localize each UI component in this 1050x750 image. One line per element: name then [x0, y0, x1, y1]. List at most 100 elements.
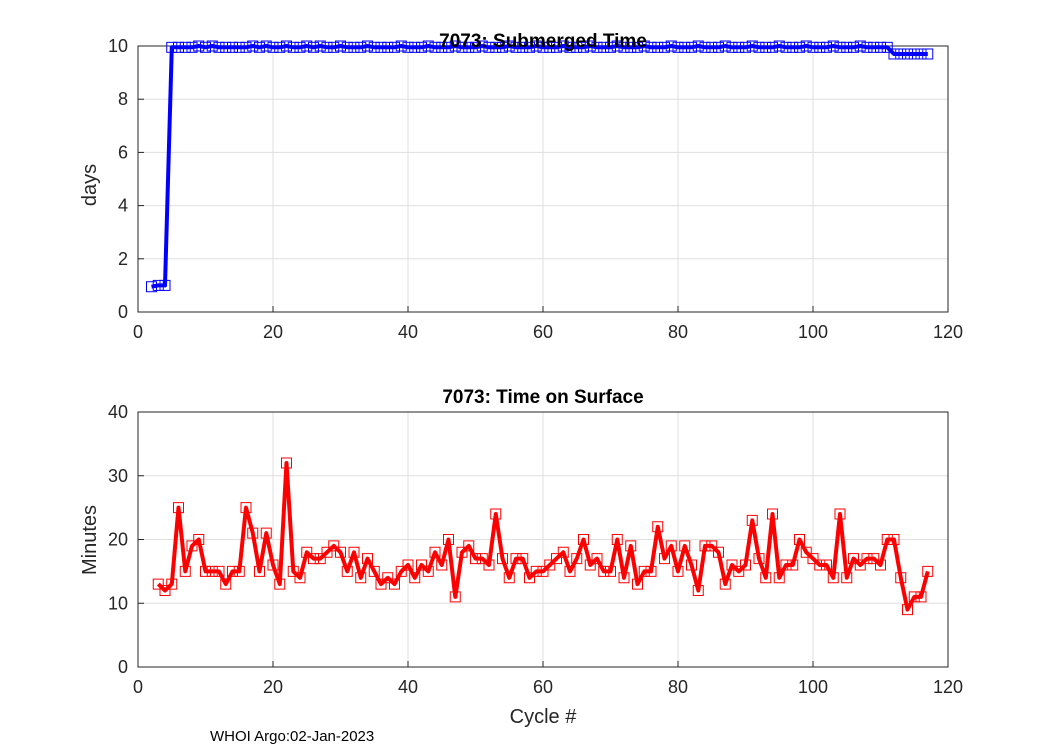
time-on-surface-data-point: [645, 565, 657, 577]
time-on-surface-data-point: [416, 559, 427, 571]
time-on-surface-data-point: [719, 578, 731, 590]
time-on-surface-data-point: [564, 565, 576, 577]
submerged-time-data-point: [780, 41, 792, 53]
submerged-time-data-point: [200, 41, 211, 53]
submerged-time-data-point: [888, 48, 900, 60]
submerged-time-data-point: [483, 41, 495, 53]
time-on-surface-xlabel: Cycle #: [510, 706, 578, 728]
time-on-surface-data-point: [902, 604, 913, 616]
time-on-surface-data-point: [895, 572, 907, 584]
time-on-surface-data-point: [780, 559, 792, 571]
time-on-surface-data-point: [915, 591, 927, 603]
submerged-time-data-point: [645, 41, 657, 53]
time-on-surface-data-point: [233, 565, 245, 577]
submerged-time-data-point: [362, 40, 373, 52]
submerged-time-xtick-label: 120: [933, 322, 963, 342]
submerged-time-data-point: [321, 41, 333, 53]
time-on-surface-data-point: [605, 565, 616, 577]
time-on-surface-data-point: [402, 559, 414, 571]
submerged-time-data-point: [166, 41, 178, 53]
submerged-time-data-point: [618, 41, 630, 53]
submerged-time-data-point: [679, 41, 691, 53]
time-on-surface-data-point: [449, 591, 461, 603]
time-on-surface-data-point: [220, 578, 232, 590]
submerged-time-data-point: [294, 41, 306, 53]
submerged-time-data-point: [841, 41, 853, 53]
submerged-time-data-point: [227, 41, 238, 53]
time-on-surface-data-point: [166, 578, 178, 590]
time-on-surface-data-point: [922, 565, 934, 577]
time-on-surface-xtick-label: 100: [798, 677, 828, 697]
time-on-surface-data-point: [746, 514, 758, 526]
time-on-surface-data-point: [753, 553, 765, 565]
time-on-surface-ytick-label: 20: [108, 530, 128, 550]
time-on-surface-data-point: [861, 553, 873, 565]
submerged-time-data-point: [598, 41, 610, 53]
time-on-surface-plot: 0 20 40 60 80 100 120 0 10 20 30 40 7073: Time on S…: [79, 387, 963, 728]
time-on-surface-data-point: [652, 521, 664, 533]
time-on-surface-data-point: [557, 546, 569, 558]
submerged-time-data-point: [557, 40, 569, 52]
submerged-time-data-point: [848, 41, 859, 53]
submerged-time-title: 7073: Submerged Time: [439, 31, 647, 52]
submerged-time-data-point: [146, 281, 157, 293]
submerged-time-xtick-label: 80: [668, 322, 688, 342]
time-on-surface-data-point: [260, 527, 272, 539]
time-on-surface-data-point: [821, 559, 832, 571]
time-on-surface-data-point: [692, 585, 704, 596]
submerged-time-data-point: [746, 40, 758, 52]
time-on-surface-ylabel: Minutes: [79, 505, 101, 575]
submerged-time-data-point: [301, 40, 313, 52]
submerged-time-data-point: [159, 279, 171, 291]
time-on-surface-title: 7073: Time on Surface: [442, 387, 643, 408]
submerged-time-data-point: [517, 41, 529, 53]
time-on-surface-data-point: [213, 565, 225, 577]
time-on-surface-data-point: [888, 534, 900, 545]
time-on-surface-data-point: [827, 572, 839, 584]
submerged-time-data-point: [308, 41, 319, 53]
submerged-time-data-point: [186, 41, 198, 53]
time-on-surface-xtick-label: 40: [398, 677, 418, 697]
time-on-surface-data-point: [429, 546, 441, 558]
submerged-time-data-point: [395, 40, 407, 52]
time-on-surface-data-point: [463, 540, 475, 552]
time-on-surface-xtick-label: 0: [133, 677, 143, 697]
time-on-surface-data-point: [672, 565, 684, 577]
submerged-time-ytick-label: 10: [108, 36, 128, 56]
time-on-surface-data-point: [524, 572, 535, 584]
submerged-time-xtick-label: 0: [133, 322, 143, 342]
submerged-time-data-point: [706, 41, 718, 53]
time-on-surface-data-point: [152, 578, 164, 590]
submerged-time-data-point: [348, 41, 360, 53]
time-on-surface-data-point: [908, 591, 920, 603]
time-on-surface-data-point: [348, 546, 360, 558]
time-on-surface-series-line: [156, 461, 930, 612]
submerged-time-data-point: [206, 40, 218, 52]
time-on-surface-data-point: [456, 546, 468, 558]
submerged-time-data-point: [456, 41, 468, 53]
submerged-time-data-point: [355, 41, 367, 53]
time-on-surface-data-point: [328, 540, 340, 552]
time-on-surface-xtick-label: 120: [933, 677, 963, 697]
time-on-surface-ytick-label: 40: [108, 402, 128, 422]
time-on-surface-data-point: [362, 553, 373, 565]
time-on-surface-data-point: [854, 559, 866, 571]
submerged-time-ytick-label: 8: [118, 89, 128, 109]
time-on-surface-data-point: [773, 572, 785, 584]
time-on-surface-data-point: [173, 502, 184, 514]
time-on-surface-data-point: [767, 508, 778, 520]
submerged-time-data-point: [922, 48, 934, 60]
time-on-surface-data-point: [382, 572, 394, 584]
submerged-time-data-point: [672, 41, 684, 53]
submerged-time-data-point: [524, 41, 535, 53]
time-on-surface-data-point: [578, 534, 589, 545]
time-on-surface-xtick-label: 20: [263, 677, 283, 697]
time-on-surface-data-point: [308, 553, 319, 565]
submerged-time-xtick-label: 60: [533, 322, 553, 342]
time-on-surface-data-point: [240, 502, 252, 514]
submerged-time-data-point: [436, 41, 448, 53]
submerged-time-data-point: [179, 41, 191, 53]
time-on-surface-data-point: [368, 565, 380, 577]
submerged-time-data-point: [834, 41, 846, 53]
submerged-time-data-point: [632, 41, 643, 53]
